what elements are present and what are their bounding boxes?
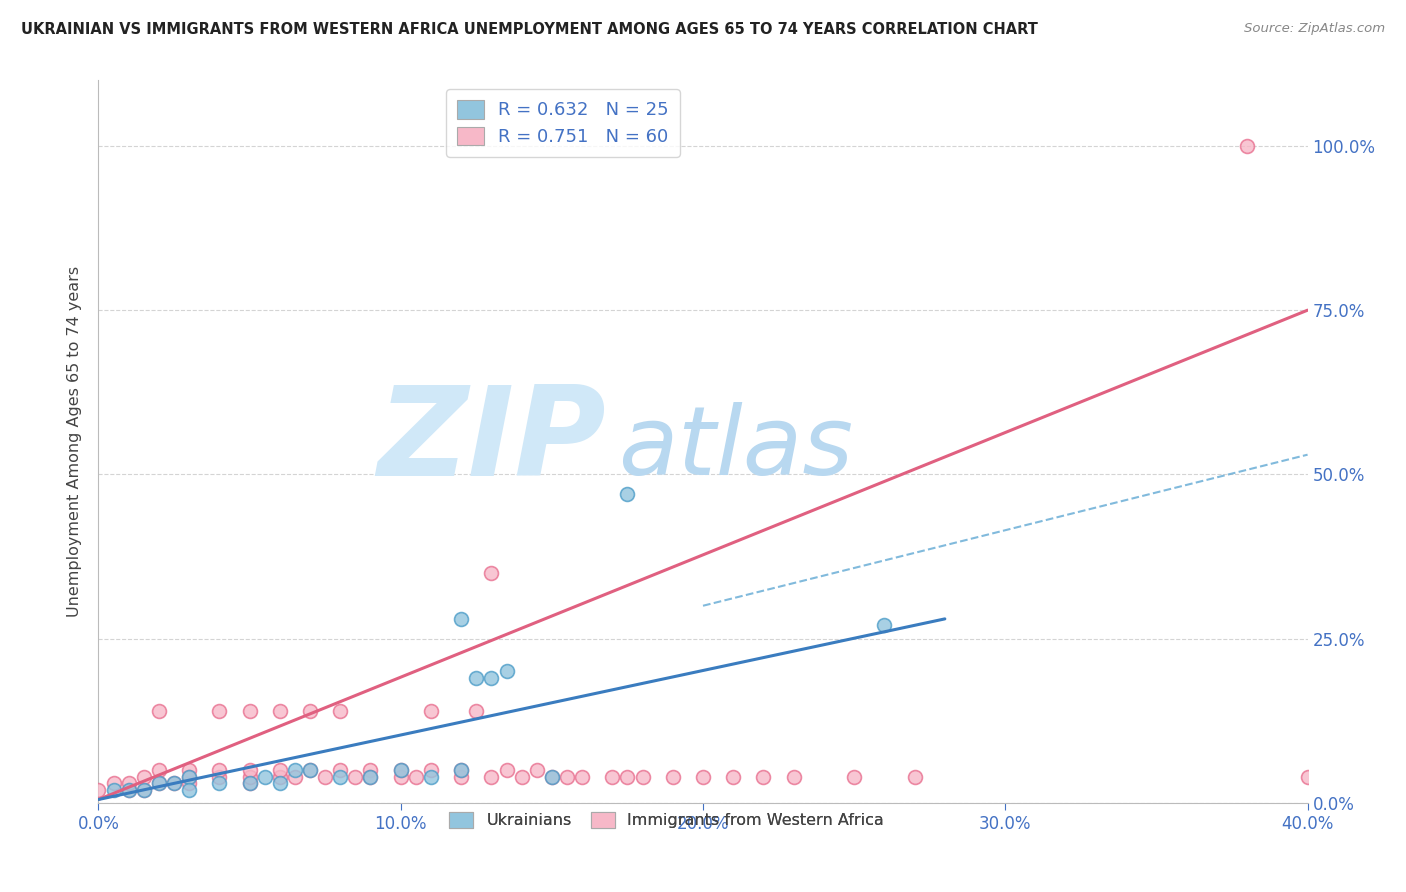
Point xyxy=(389,763,412,777)
Point xyxy=(284,763,307,777)
Point xyxy=(179,770,201,784)
Point xyxy=(526,763,548,777)
Point xyxy=(360,763,382,777)
Point xyxy=(163,776,186,790)
Point xyxy=(450,770,472,784)
Point xyxy=(571,770,593,784)
Point xyxy=(329,704,352,718)
Point xyxy=(450,612,472,626)
Point xyxy=(844,770,866,784)
Point xyxy=(602,770,624,784)
Point xyxy=(239,776,262,790)
Point xyxy=(752,770,775,784)
Point xyxy=(360,770,382,784)
Point xyxy=(132,770,155,784)
Text: ZIP: ZIP xyxy=(378,381,606,502)
Point xyxy=(208,704,231,718)
Point xyxy=(873,618,896,632)
Point xyxy=(253,770,276,784)
Point xyxy=(118,782,141,797)
Point xyxy=(360,770,382,784)
Point xyxy=(465,671,488,685)
Text: atlas: atlas xyxy=(619,402,853,495)
Point xyxy=(208,770,231,784)
Point xyxy=(631,770,654,784)
Point xyxy=(540,770,562,784)
Text: Source: ZipAtlas.com: Source: ZipAtlas.com xyxy=(1244,22,1385,36)
Point xyxy=(314,770,336,784)
Point xyxy=(495,665,517,679)
Point xyxy=(239,770,262,784)
Point xyxy=(616,487,638,501)
Point xyxy=(540,770,562,784)
Point xyxy=(132,782,155,797)
Point xyxy=(103,782,125,797)
Point xyxy=(239,763,262,777)
Point xyxy=(269,770,291,784)
Point xyxy=(118,782,141,797)
Point xyxy=(118,776,141,790)
Point xyxy=(329,763,352,777)
Point xyxy=(465,704,488,718)
Point xyxy=(904,770,927,784)
Point xyxy=(389,770,412,784)
Point xyxy=(269,763,291,777)
Point xyxy=(481,566,503,580)
Point xyxy=(420,763,443,777)
Point xyxy=(329,770,352,784)
Point xyxy=(239,776,262,790)
Point xyxy=(510,770,533,784)
Point xyxy=(420,770,443,784)
Point xyxy=(163,776,186,790)
Point xyxy=(132,782,155,797)
Point xyxy=(103,776,125,790)
Point xyxy=(661,770,683,784)
Point xyxy=(179,782,201,797)
Point xyxy=(239,704,262,718)
Point xyxy=(299,763,322,777)
Point xyxy=(405,770,427,784)
Point xyxy=(344,770,367,784)
Point xyxy=(1296,770,1319,784)
Point xyxy=(284,770,307,784)
Point xyxy=(783,770,806,784)
Point xyxy=(179,763,201,777)
Legend: Ukrainians, Immigrants from Western Africa: Ukrainians, Immigrants from Western Afri… xyxy=(443,805,890,835)
Point xyxy=(148,763,170,777)
Point xyxy=(87,782,110,797)
Point xyxy=(692,770,714,784)
Point xyxy=(481,770,503,784)
Point xyxy=(299,704,322,718)
Point xyxy=(269,776,291,790)
Point xyxy=(179,776,201,790)
Point xyxy=(148,776,170,790)
Point xyxy=(148,704,170,718)
Point xyxy=(148,776,170,790)
Point xyxy=(1236,139,1258,153)
Point xyxy=(616,770,638,784)
Point xyxy=(208,776,231,790)
Point xyxy=(481,671,503,685)
Text: UKRAINIAN VS IMMIGRANTS FROM WESTERN AFRICA UNEMPLOYMENT AMONG AGES 65 TO 74 YEA: UKRAINIAN VS IMMIGRANTS FROM WESTERN AFR… xyxy=(21,22,1038,37)
Point xyxy=(450,763,472,777)
Point xyxy=(179,770,201,784)
Point xyxy=(723,770,745,784)
Point xyxy=(495,763,517,777)
Y-axis label: Unemployment Among Ages 65 to 74 years: Unemployment Among Ages 65 to 74 years xyxy=(67,266,83,617)
Point xyxy=(555,770,578,784)
Point xyxy=(420,704,443,718)
Point xyxy=(389,763,412,777)
Point xyxy=(208,763,231,777)
Point xyxy=(269,704,291,718)
Point xyxy=(299,763,322,777)
Point xyxy=(450,763,472,777)
